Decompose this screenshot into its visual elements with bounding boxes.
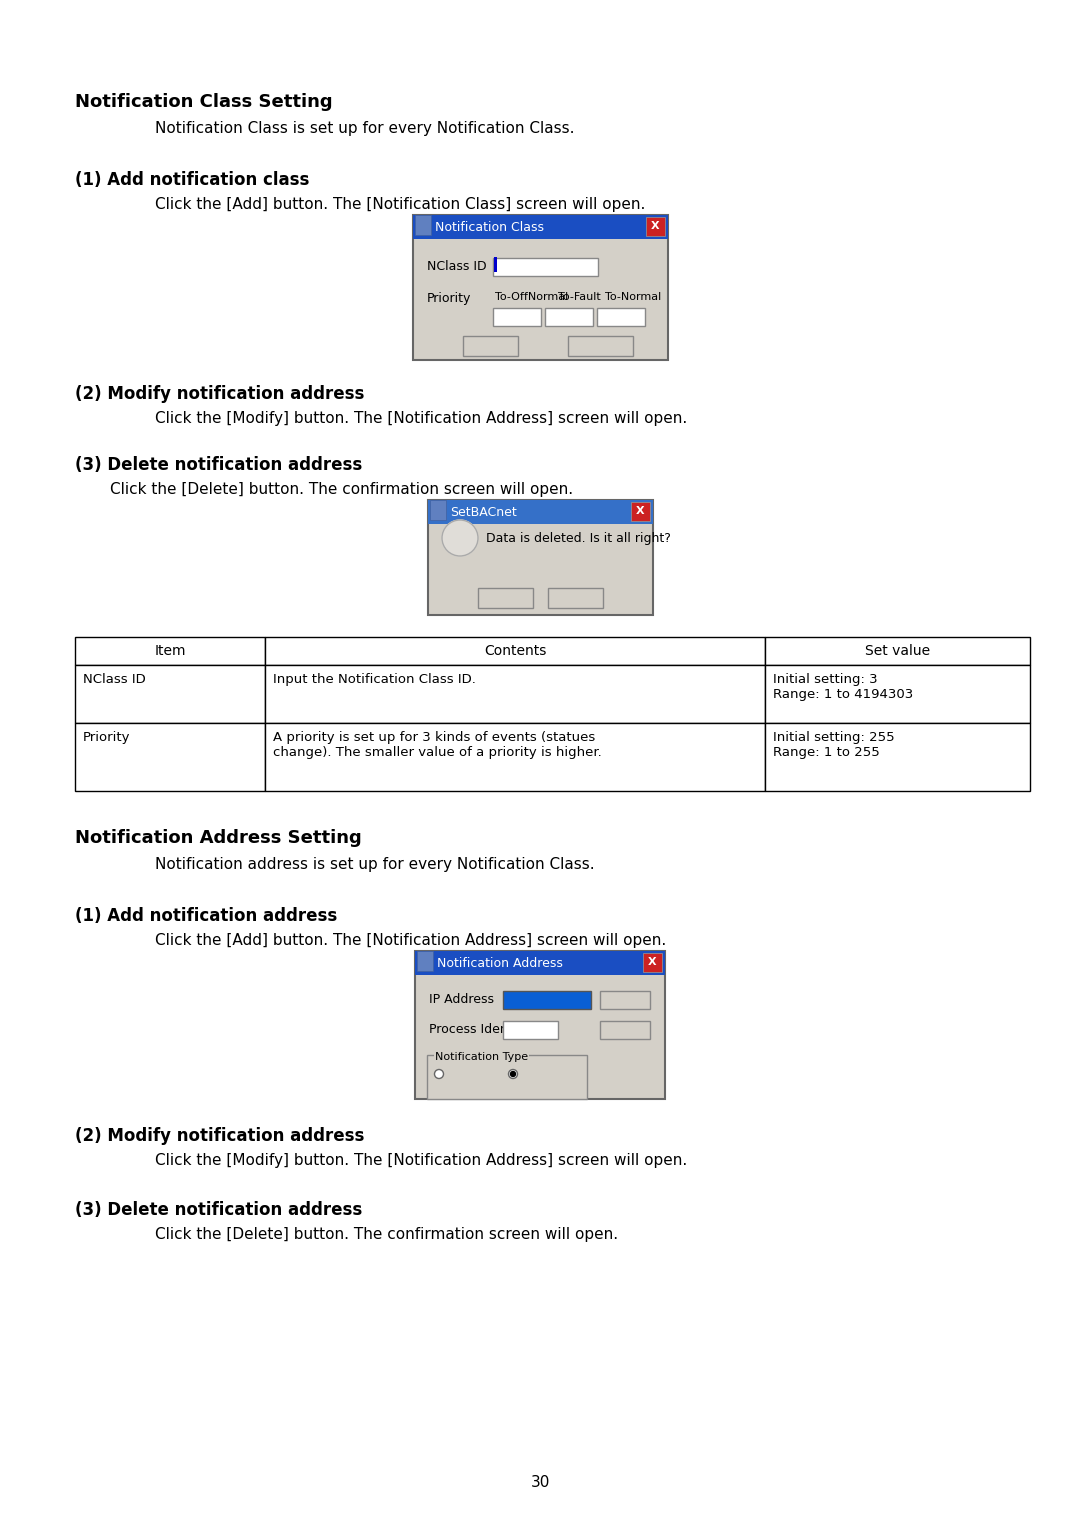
Text: 255: 255	[565, 315, 589, 329]
Text: Notification Type: Notification Type	[435, 1051, 528, 1062]
Bar	[600, 992, 650, 1008]
Bar	[265, 723, 765, 792]
Text: Unconfirmed: Unconfirmed	[446, 1068, 522, 1080]
Text: To-OffNormal: To-OffNormal	[495, 292, 568, 303]
Text: Notification Class is set up for every Notification Class.: Notification Class is set up for every N…	[156, 121, 575, 136]
Text: Notification Address: Notification Address	[437, 957, 563, 969]
Text: Contents: Contents	[484, 643, 546, 659]
Text: 192.168.2.3: 192.168.2.3	[505, 998, 576, 1012]
Text: ?: ?	[451, 530, 469, 559]
Bar	[415, 950, 665, 1099]
Circle shape	[434, 1070, 444, 1079]
Bar	[265, 637, 765, 665]
Text: (2) Modify notification address: (2) Modify notification address	[75, 385, 364, 403]
Text: Click the [Add] button. The [Notification Class] screen will open.: Click the [Add] button. The [Notificatio…	[156, 197, 646, 212]
Text: X: X	[648, 957, 657, 967]
Circle shape	[511, 1071, 515, 1077]
Circle shape	[509, 1070, 517, 1079]
Text: X: X	[636, 506, 645, 516]
Text: Click the [Delete] button. The confirmation screen will open.: Click the [Delete] button. The confirmat…	[110, 481, 573, 497]
Bar	[765, 637, 1030, 665]
Text: Yes: Yes	[495, 597, 515, 610]
Text: 30: 30	[530, 1475, 550, 1490]
Text: Notification Address Setting: Notification Address Setting	[75, 830, 362, 847]
Bar	[646, 217, 665, 235]
Bar	[600, 1021, 650, 1039]
Text: Confirmed: Confirmed	[519, 1068, 581, 1080]
Text: IP Address: IP Address	[429, 993, 494, 1005]
Bar	[548, 588, 603, 608]
Text: No: No	[567, 597, 583, 610]
Text: 110: 110	[507, 1028, 530, 1041]
Text: A priority is set up for 3 kinds of events (statues
change). The smaller value o: A priority is set up for 3 kinds of even…	[273, 730, 602, 759]
Bar	[494, 257, 497, 272]
Bar	[503, 992, 591, 1008]
Bar	[492, 309, 541, 325]
Text: Set value: Set value	[865, 643, 930, 659]
Text: NClass ID: NClass ID	[83, 672, 146, 686]
Bar	[463, 336, 518, 356]
Bar	[75, 637, 265, 665]
Text: Cancel: Cancel	[579, 345, 621, 359]
Text: OK: OK	[481, 345, 499, 359]
Bar	[492, 258, 598, 277]
Text: NClass ID: NClass ID	[427, 260, 487, 274]
Text: Initial setting: 3
Range: 1 to 4194303: Initial setting: 3 Range: 1 to 4194303	[773, 672, 914, 701]
Bar	[503, 1021, 558, 1039]
Bar	[413, 215, 669, 361]
Bar	[413, 215, 669, 238]
Text: X: X	[650, 222, 659, 231]
Text: Priority: Priority	[83, 730, 131, 744]
Bar	[631, 503, 650, 521]
Text: SetBACnet: SetBACnet	[450, 506, 516, 518]
Bar	[428, 500, 653, 524]
Text: (2) Modify notification address: (2) Modify notification address	[75, 1128, 364, 1144]
Circle shape	[442, 520, 478, 556]
Bar	[75, 665, 265, 723]
Bar	[545, 309, 593, 325]
Bar	[428, 500, 653, 614]
Bar	[75, 723, 265, 792]
Text: Click the [Add] button. The [Notification Address] screen will open.: Click the [Add] button. The [Notificatio…	[156, 934, 666, 947]
Text: Process Identifier: Process Identifier	[429, 1024, 537, 1036]
Text: OK: OK	[616, 998, 634, 1012]
Text: (1) Add notification class: (1) Add notification class	[75, 171, 309, 189]
Text: Click the [Modify] button. The [Notification Address] screen will open.: Click the [Modify] button. The [Notifica…	[156, 1154, 687, 1167]
Text: Click the [Delete] button. The confirmation screen will open.: Click the [Delete] button. The confirmat…	[156, 1227, 618, 1242]
Text: Data is deleted. Is it all right?: Data is deleted. Is it all right?	[486, 532, 671, 545]
Text: Click the [Modify] button. The [Notification Address] screen will open.: Click the [Modify] button. The [Notifica…	[156, 411, 687, 426]
Bar	[568, 336, 633, 356]
Text: Cancel: Cancel	[604, 1028, 646, 1041]
Bar	[765, 665, 1030, 723]
Text: (3) Delete notification address: (3) Delete notification address	[75, 455, 362, 474]
Text: (1) Add notification address: (1) Add notification address	[75, 908, 337, 924]
Bar	[430, 500, 446, 520]
Bar	[597, 309, 645, 325]
Text: 255: 255	[513, 315, 537, 329]
Text: 255: 255	[617, 315, 642, 329]
Bar	[415, 215, 431, 235]
Text: Initial setting: 255
Range: 1 to 255: Initial setting: 255 Range: 1 to 255	[773, 730, 894, 759]
Text: Notification Class Setting: Notification Class Setting	[75, 93, 333, 112]
Bar	[478, 588, 534, 608]
Bar	[765, 723, 1030, 792]
Bar	[415, 950, 665, 975]
Text: Input the Notification Class ID.: Input the Notification Class ID.	[273, 672, 476, 686]
Text: To-Fault: To-Fault	[558, 292, 600, 303]
Bar	[417, 950, 433, 970]
Bar	[265, 665, 765, 723]
Bar	[643, 953, 662, 972]
Text: Notification address is set up for every Notification Class.: Notification address is set up for every…	[156, 857, 595, 872]
Text: Priority: Priority	[427, 292, 471, 306]
Text: Item: Item	[154, 643, 186, 659]
Text: Notification Class: Notification Class	[435, 220, 544, 234]
Text: To-Normal: To-Normal	[605, 292, 661, 303]
Bar	[427, 1054, 588, 1099]
Text: (3) Delete notification address: (3) Delete notification address	[75, 1201, 362, 1219]
